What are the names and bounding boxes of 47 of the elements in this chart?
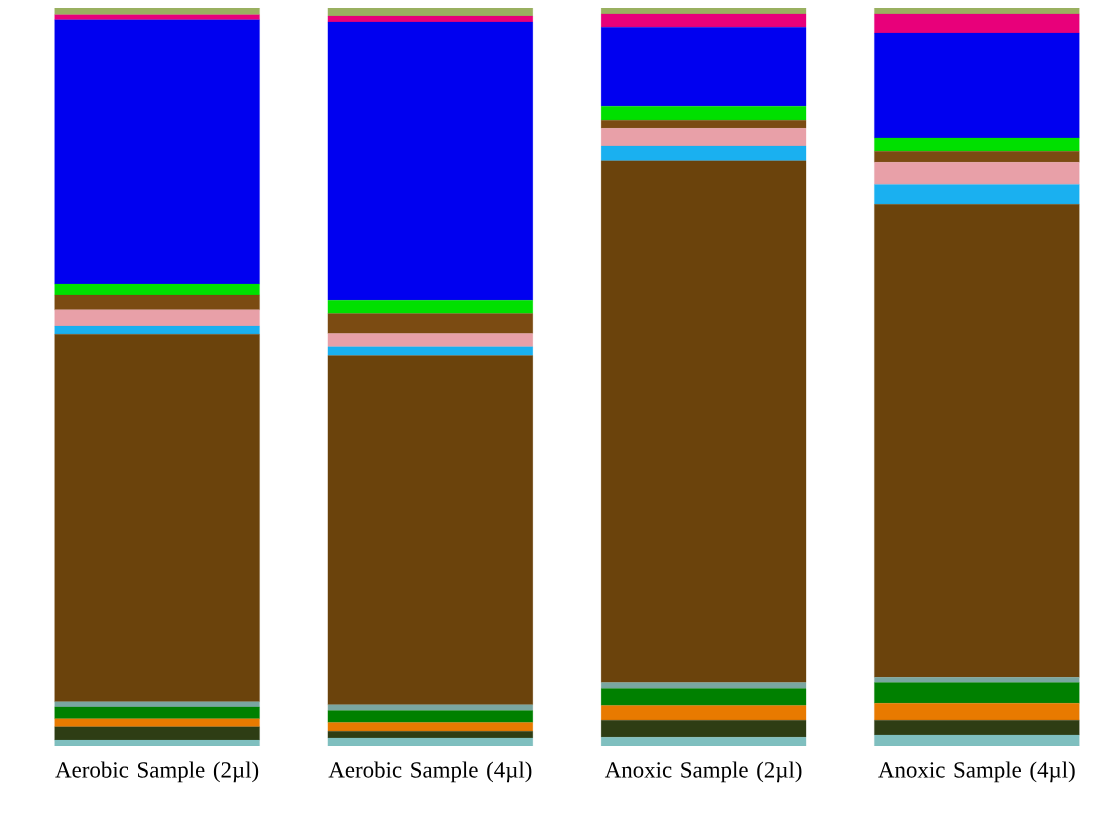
bar: [601, 27, 807, 107]
bar: [874, 204, 1080, 678]
bar: [601, 120, 807, 129]
bar: [54, 14, 260, 20]
bar: [54, 309, 260, 327]
bar: [874, 677, 1080, 683]
bar: [327, 300, 533, 314]
bar: [327, 16, 533, 23]
bar: [874, 32, 1080, 138]
bar: [54, 334, 260, 702]
bar: [874, 151, 1080, 163]
bar: [54, 718, 260, 727]
bar: [874, 703, 1080, 721]
bar: [601, 145, 807, 161]
bar: [601, 705, 807, 721]
bar: [327, 704, 533, 711]
bar: [327, 333, 533, 347]
bar: [327, 21, 533, 301]
bar: [874, 720, 1080, 736]
bar: [874, 162, 1080, 185]
bar: [874, 682, 1080, 704]
bar: [54, 701, 260, 707]
bar: [54, 283, 260, 296]
x-tick-label: Aerobic Sample (2µl): [55, 761, 259, 783]
bar: [54, 19, 260, 285]
bar: [327, 355, 533, 705]
bar: [327, 313, 533, 334]
x-tick-label: Aerobic Sample (4µl): [328, 761, 532, 783]
bar: [601, 720, 807, 738]
bar: [327, 722, 533, 732]
bar: [327, 710, 533, 723]
bar: [601, 128, 807, 147]
bar: [54, 294, 260, 310]
bar: [54, 706, 260, 719]
bar: [601, 13, 807, 28]
bar: [874, 184, 1080, 205]
bar: [601, 160, 807, 683]
bar: [874, 137, 1080, 152]
bar: [54, 726, 260, 741]
bar: [874, 13, 1080, 34]
bar: [327, 346, 533, 356]
bar: [601, 682, 807, 689]
bar: [601, 106, 807, 121]
x-tick-label: Anoxic Sample (2µl): [604, 761, 802, 783]
x-tick-label: Anoxic Sample (4µl): [878, 761, 1075, 783]
bar: [601, 688, 807, 706]
bar: [54, 325, 260, 335]
